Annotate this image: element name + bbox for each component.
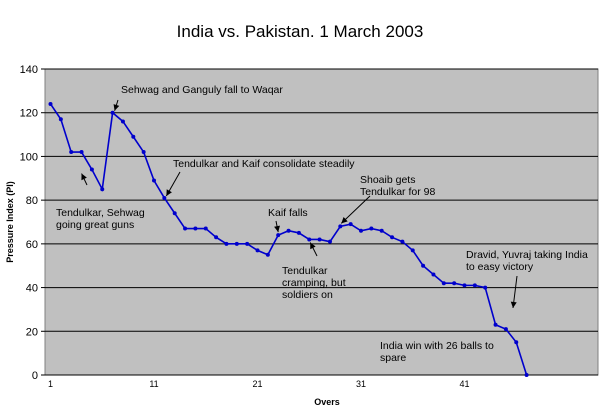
x-axis-ticks: 1 11 21 31 41	[48, 379, 470, 389]
data-point	[276, 233, 281, 238]
data-point	[493, 322, 498, 327]
data-point	[431, 272, 436, 277]
data-point	[214, 235, 219, 240]
annotation-arrow	[340, 195, 371, 224]
data-point	[152, 178, 156, 183]
data-point	[69, 150, 74, 155]
annotation-label: Shoaib gets	[360, 174, 415, 186]
data-point	[224, 241, 229, 246]
annotation-arrowhead	[166, 189, 172, 196]
x-tick-label: 1	[48, 379, 53, 389]
data-point	[110, 110, 115, 115]
data-point	[265, 252, 270, 257]
data-point	[255, 248, 260, 253]
data-point	[483, 285, 488, 290]
x-tick-label: 21	[252, 379, 262, 389]
data-point	[162, 195, 167, 200]
data-point	[317, 237, 322, 242]
y-tick-label: 80	[26, 195, 38, 207]
annotation-label: Tendulkar for 98	[360, 186, 435, 198]
annotation-label: soldiers on	[282, 289, 333, 301]
data-point	[462, 283, 467, 288]
y-axis-ticks: 0 20 40 60 80 100 120 140	[20, 64, 45, 382]
data-point	[296, 230, 301, 235]
chart-title: India vs. Pakistan. 1 March 2003	[177, 22, 424, 41]
data-point	[338, 224, 343, 229]
annotation-label: going great guns	[56, 219, 134, 231]
data-point	[514, 340, 519, 345]
y-tick-label: 140	[20, 64, 38, 76]
annotation-arrowhead	[81, 173, 87, 181]
annotation-arrowhead	[274, 225, 280, 233]
x-tick-label: 41	[459, 379, 469, 389]
annotation-label: Tendulkar and Kaif consolidate steadily	[173, 158, 355, 170]
data-point	[131, 134, 136, 139]
plot-area	[44, 68, 599, 376]
y-tick-label: 40	[26, 283, 38, 295]
data-point	[400, 239, 405, 244]
annotation-label: cramping, but	[282, 277, 346, 289]
y-axis-label: Pressure Index (PI)	[5, 181, 15, 263]
data-point	[58, 117, 63, 122]
data-point	[245, 241, 250, 246]
data-point	[390, 235, 395, 240]
x-tick-label: 11	[149, 379, 158, 389]
data-point	[141, 150, 146, 155]
data-point	[203, 226, 208, 231]
data-point	[286, 228, 291, 233]
data-point	[410, 248, 415, 253]
annotation-arrowhead	[510, 301, 517, 308]
data-point	[79, 150, 84, 155]
data-point	[48, 101, 53, 106]
y-tick-label: 0	[32, 370, 38, 382]
data-point	[100, 187, 105, 192]
annotation-label: Sehwag and Ganguly fall to Waqar	[121, 84, 283, 96]
annotation-arrowhead	[310, 242, 316, 250]
y-tick-label: 20	[26, 326, 38, 338]
data-point	[421, 263, 426, 268]
data-point	[441, 281, 446, 286]
data-point	[379, 228, 384, 233]
data-point	[193, 226, 198, 231]
data-point	[503, 327, 508, 332]
series-line	[48, 101, 529, 377]
annotation-label: Tendulkar	[282, 265, 328, 277]
data-point	[472, 283, 477, 288]
annotations: Sehwag and Ganguly fall to Waqar Tendulka…	[56, 84, 588, 364]
data-point	[183, 226, 188, 231]
gridlines	[45, 68, 598, 376]
annotation-arrowhead	[113, 104, 120, 111]
data-point	[89, 167, 94, 172]
data-point	[307, 237, 312, 242]
data-point	[369, 226, 374, 231]
data-point	[359, 228, 363, 233]
data-point	[120, 119, 125, 124]
data-point	[452, 281, 457, 286]
x-axis-label: Overs	[314, 397, 340, 407]
data-point	[524, 373, 529, 377]
annotation-label: Tendulkar, Sehwag	[56, 207, 145, 219]
x-tick-label: 31	[356, 379, 366, 389]
data-point	[234, 241, 239, 246]
annotation-label: to easy victory	[466, 261, 534, 273]
data-point	[348, 222, 353, 227]
data-point	[327, 239, 332, 244]
annotation-label: India win with 26 balls to	[380, 340, 494, 352]
annotation-label: spare	[380, 352, 406, 364]
data-point	[172, 211, 177, 216]
y-tick-label: 120	[20, 108, 38, 120]
y-tick-label: 100	[20, 151, 38, 163]
y-tick-label: 60	[26, 239, 38, 251]
annotation-label: Dravid, Yuvraj taking India	[466, 249, 588, 261]
annotation-label: Kaif falls	[268, 207, 308, 219]
annotation-arrowhead	[341, 217, 348, 224]
